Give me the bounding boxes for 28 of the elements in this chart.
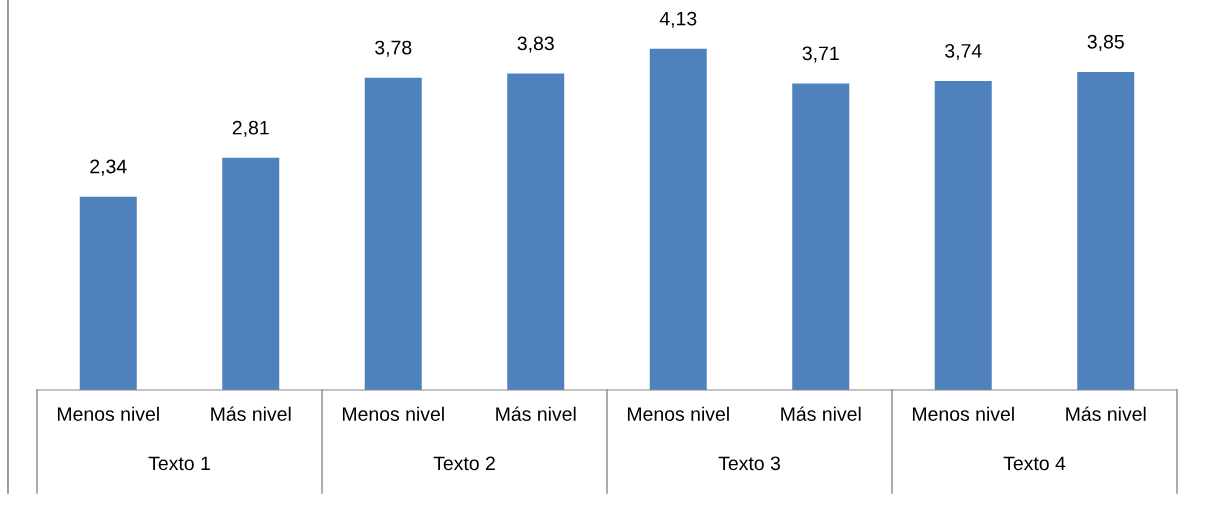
data-label: 3,83	[517, 36, 554, 53]
bar	[507, 73, 565, 390]
data-label: 3,78	[375, 40, 412, 57]
bar	[79, 196, 137, 390]
data-label: 2,34	[90, 159, 127, 176]
x-tick-label: Más nivel	[1066, 406, 1146, 421]
data-label: 3,74	[945, 43, 982, 61]
text: Texto 3	[718, 456, 780, 471]
x-tick-label: Menos nivel	[627, 406, 729, 421]
x-tick-label: Menos nivel	[342, 406, 444, 421]
data-label: 3,71	[802, 46, 839, 63]
text: Texto 4	[1003, 456, 1066, 471]
x-tick-label: Más nivel	[211, 406, 291, 421]
data-label: 3,85	[1087, 34, 1124, 51]
bar	[649, 48, 707, 390]
bar	[792, 83, 850, 390]
bar	[364, 77, 422, 390]
x-tick-label: Más nivel	[781, 406, 861, 421]
data-label: 4,13	[659, 11, 697, 28]
data-label: 2,81	[232, 120, 269, 137]
text: Texto 1	[148, 456, 210, 471]
bar	[1077, 71, 1135, 390]
x-tick-label: Más nivel	[496, 406, 576, 421]
x-tick-label: Menos nivel	[912, 406, 1014, 421]
text: Texto 2	[433, 456, 495, 471]
bar	[934, 81, 992, 390]
x-tick-label: Menos nivel	[57, 406, 159, 421]
bar	[222, 157, 280, 390]
